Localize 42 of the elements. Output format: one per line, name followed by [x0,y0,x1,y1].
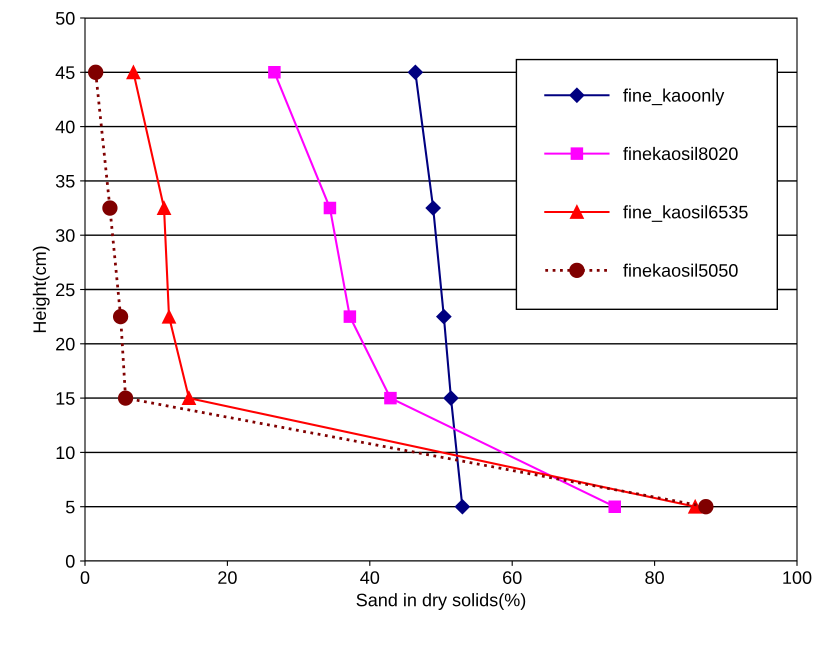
y-tick-label: 45 [56,66,75,80]
x-tick-label: 100 [783,571,812,584]
y-tick-label: 30 [56,229,75,242]
y-tick-label: 35 [56,174,75,188]
point [454,499,470,514]
point [426,200,441,216]
x-tick-label: 20 [218,571,237,584]
point [157,201,171,215]
x-tick-label: 40 [360,571,380,584]
point [162,310,176,324]
y-tick-label: 25 [56,283,75,296]
point [344,310,356,323]
x-tick-label: 0 [80,571,90,584]
x-tick-label: 80 [645,571,664,584]
point [88,64,104,80]
y-tick-label: 20 [56,338,75,351]
y-tick-label: 50 [56,12,75,25]
y-tick-label: 10 [56,446,75,460]
point [126,65,140,80]
point [384,392,397,404]
point [112,309,128,324]
legend-label: fine_kaoonly [623,88,724,106]
point [268,66,281,79]
y-tick-label: 5 [66,500,75,514]
point [182,391,196,406]
x-axis-title: Sand in dry solids(%) [356,593,526,610]
y-axis-title: Height(cm) [32,246,50,332]
legend-label: finekaosil5050 [623,264,738,277]
point [698,499,714,514]
point [102,200,118,216]
y-tick-label: 0 [66,554,75,568]
legend-label: finekaosil8020 [623,146,738,160]
legend-label: fine_kaosil6535 [623,205,748,222]
point [608,500,621,513]
x-tick-label: 60 [503,571,522,584]
point [324,202,336,214]
point [118,390,134,406]
y-tick-label: 15 [56,392,75,405]
point [408,64,423,80]
point [443,390,459,406]
point [436,309,452,324]
y-tick-label: 40 [56,120,75,134]
